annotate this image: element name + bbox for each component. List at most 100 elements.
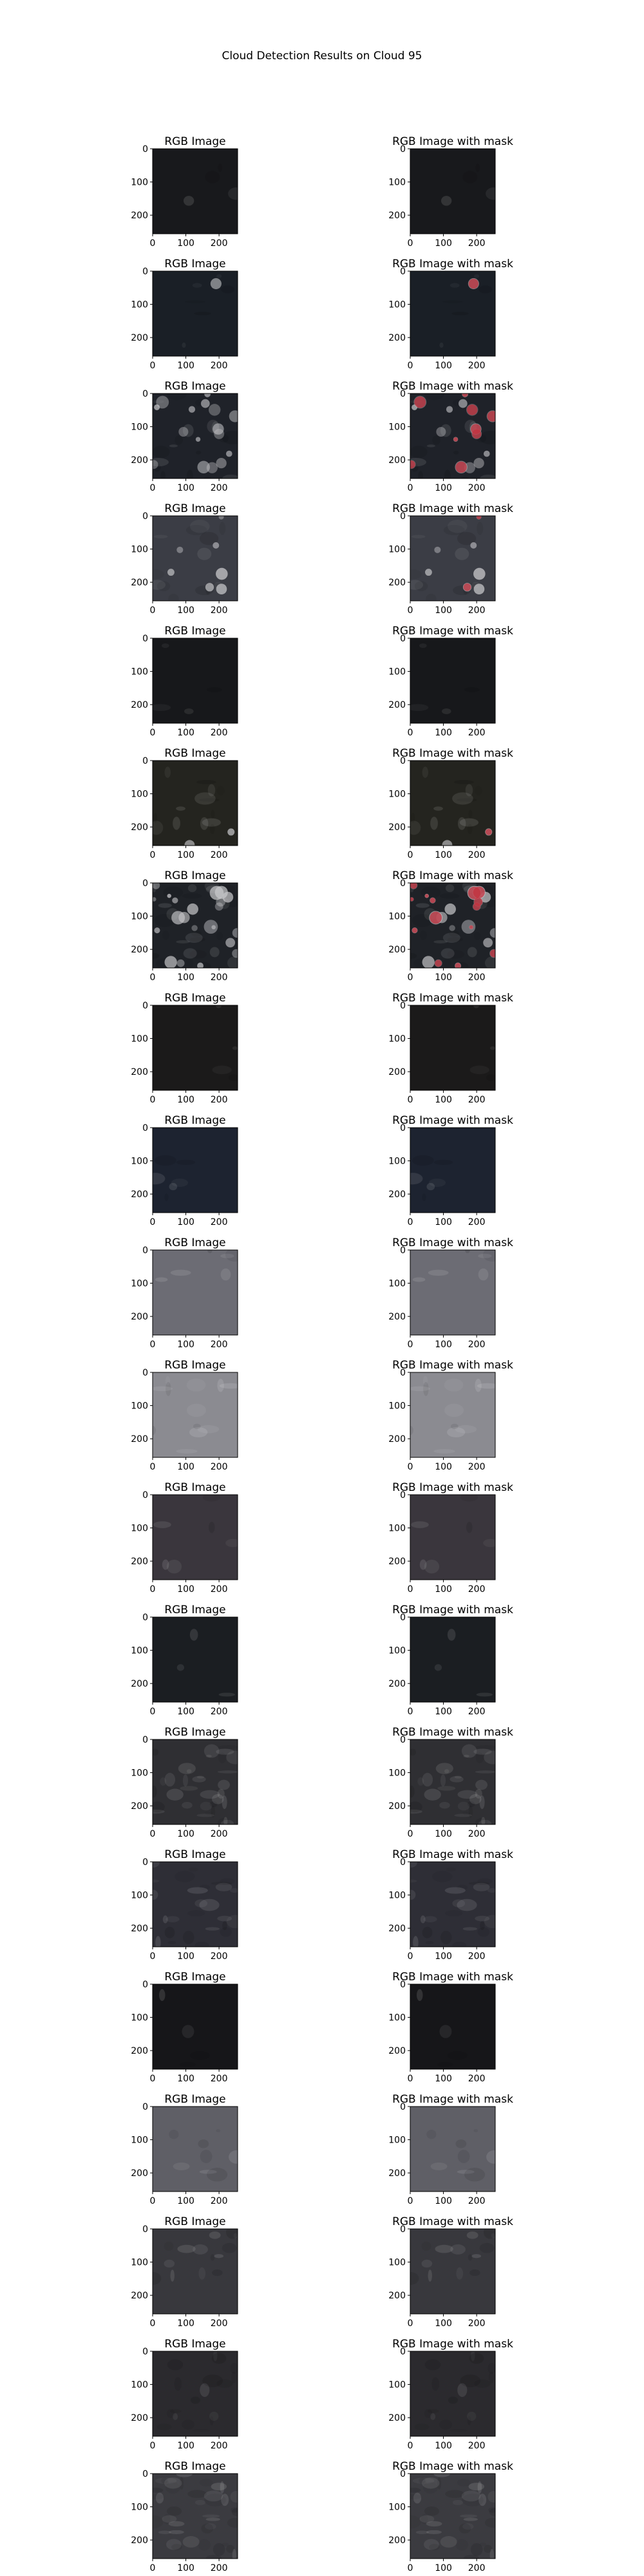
panel-title: RGB Image — [164, 625, 225, 638]
rgb-panel: RGB Image 0 100 200 0 100 200 — [131, 2215, 238, 2329]
satellite-image — [410, 1862, 495, 1947]
y-tick-label: 0 — [400, 144, 406, 155]
satellite-image — [153, 1495, 238, 1580]
axes-frame — [152, 270, 238, 357]
y-tick-label: 100 — [131, 790, 148, 800]
rgb-panel: RGB Image 0 100 200 0 100 200 — [131, 1114, 238, 1227]
rgb-panel: RGB Image 0 100 200 0 100 200 — [131, 2460, 238, 2573]
x-tick-label: 0 — [150, 2196, 156, 2206]
y-tick-label: 100 — [131, 1646, 148, 1656]
x-tick-label: 0 — [408, 972, 413, 983]
y-tick-label: 200 — [388, 2291, 406, 2301]
y-tick-label: 0 — [400, 2469, 406, 2479]
y-tick-label: 100 — [388, 1157, 406, 1167]
x-tick-label: 0 — [150, 483, 156, 493]
y-tick-label: 200 — [388, 1924, 406, 1934]
cloud-mask-region — [476, 516, 482, 520]
x-tick-label: 0 — [150, 850, 156, 860]
axes-frame — [410, 1005, 496, 1091]
y-tick-label: 100 — [388, 2136, 406, 2146]
y-tick-label: 100 — [131, 300, 148, 310]
x-tick-label: 100 — [435, 1584, 452, 1595]
x-tick-label: 200 — [468, 1951, 486, 1962]
x-tick-label: 0 — [150, 1340, 156, 1350]
y-tick-label: 100 — [388, 790, 406, 800]
axes-frame — [410, 1494, 496, 1580]
rgb-panel: RGB Image 0 100 200 0 100 200 — [131, 1359, 238, 1472]
y-tick-label: 100 — [388, 422, 406, 433]
y-tick-label: 200 — [131, 2046, 148, 2056]
satellite-image — [153, 883, 238, 968]
y-tick-label: 100 — [388, 667, 406, 677]
y-tick-label: 0 — [400, 389, 406, 399]
x-tick-label: 0 — [150, 728, 156, 738]
axes-frame — [152, 1984, 238, 2070]
axes-frame — [410, 515, 496, 601]
cloud-mask-region — [487, 411, 495, 422]
x-tick-label: 200 — [468, 2318, 486, 2329]
x-tick-label: 100 — [435, 1829, 452, 1839]
y-tick-label: 100 — [388, 1034, 406, 1045]
panel-title: RGB Image — [164, 992, 225, 1005]
axes-frame — [410, 1739, 496, 1825]
axes-frame — [410, 1127, 496, 1213]
cloud-mask-region — [485, 828, 492, 835]
panel-title: RGB Image with mask — [392, 2460, 513, 2473]
y-tick-label: 0 — [142, 1490, 148, 1501]
x-tick-label: 0 — [150, 1707, 156, 1717]
satellite-image — [410, 1739, 495, 1824]
x-tick-label: 100 — [177, 1951, 194, 1962]
x-tick-label: 200 — [211, 2196, 228, 2206]
y-tick-label: 200 — [388, 2168, 406, 2179]
x-tick-label: 200 — [211, 483, 228, 493]
rgb-panel: RGB Image 0 100 200 0 100 200 — [131, 1481, 238, 1595]
panel-title: RGB Image with mask — [392, 502, 513, 515]
y-tick-label: 100 — [388, 2013, 406, 2023]
x-tick-label: 100 — [177, 238, 194, 249]
satellite-image — [410, 638, 495, 723]
y-tick-label: 200 — [388, 2046, 406, 2056]
x-tick-label: 200 — [468, 2563, 486, 2573]
panel-title: RGB Image — [164, 869, 225, 882]
y-tick-label: 200 — [388, 2413, 406, 2423]
x-tick-label: 0 — [408, 1462, 413, 1472]
y-tick-label: 100 — [131, 2503, 148, 2513]
y-tick-label: 0 — [142, 2224, 148, 2235]
panel-title: RGB Image — [164, 1114, 225, 1127]
y-tick-label: 200 — [131, 2168, 148, 2179]
x-tick-label: 100 — [177, 1707, 194, 1717]
panel-title: RGB Image — [164, 502, 225, 515]
x-tick-label: 200 — [211, 2441, 228, 2451]
x-tick-label: 200 — [468, 2196, 486, 2206]
x-tick-label: 200 — [211, 1462, 228, 1472]
y-tick-label: 0 — [142, 1123, 148, 1133]
y-tick-label: 0 — [142, 1368, 148, 1378]
x-tick-label: 100 — [435, 972, 452, 983]
y-tick-label: 0 — [400, 1123, 406, 1133]
satellite-image — [410, 1984, 495, 2069]
y-tick-label: 200 — [388, 1434, 406, 1444]
y-tick-label: 0 — [400, 1001, 406, 1011]
satellite-image — [410, 2474, 495, 2559]
x-tick-label: 100 — [177, 850, 194, 860]
y-tick-label: 200 — [131, 578, 148, 588]
axes-frame — [152, 1127, 238, 1213]
x-tick-label: 0 — [150, 1217, 156, 1227]
y-tick-label: 200 — [131, 700, 148, 710]
x-tick-label: 100 — [177, 2441, 194, 2451]
x-tick-label: 100 — [435, 728, 452, 738]
x-tick-label: 0 — [408, 1584, 413, 1595]
x-tick-label: 200 — [468, 1462, 486, 1472]
axes-frame — [152, 2351, 238, 2437]
y-tick-label: 200 — [131, 211, 148, 221]
satellite-image — [153, 2107, 238, 2192]
cloud-mask-region — [462, 393, 468, 397]
y-tick-label: 200 — [388, 333, 406, 343]
x-tick-label: 200 — [211, 1095, 228, 1105]
x-tick-label: 100 — [177, 972, 194, 983]
x-tick-label: 0 — [408, 2441, 413, 2451]
x-tick-label: 200 — [211, 1951, 228, 1962]
